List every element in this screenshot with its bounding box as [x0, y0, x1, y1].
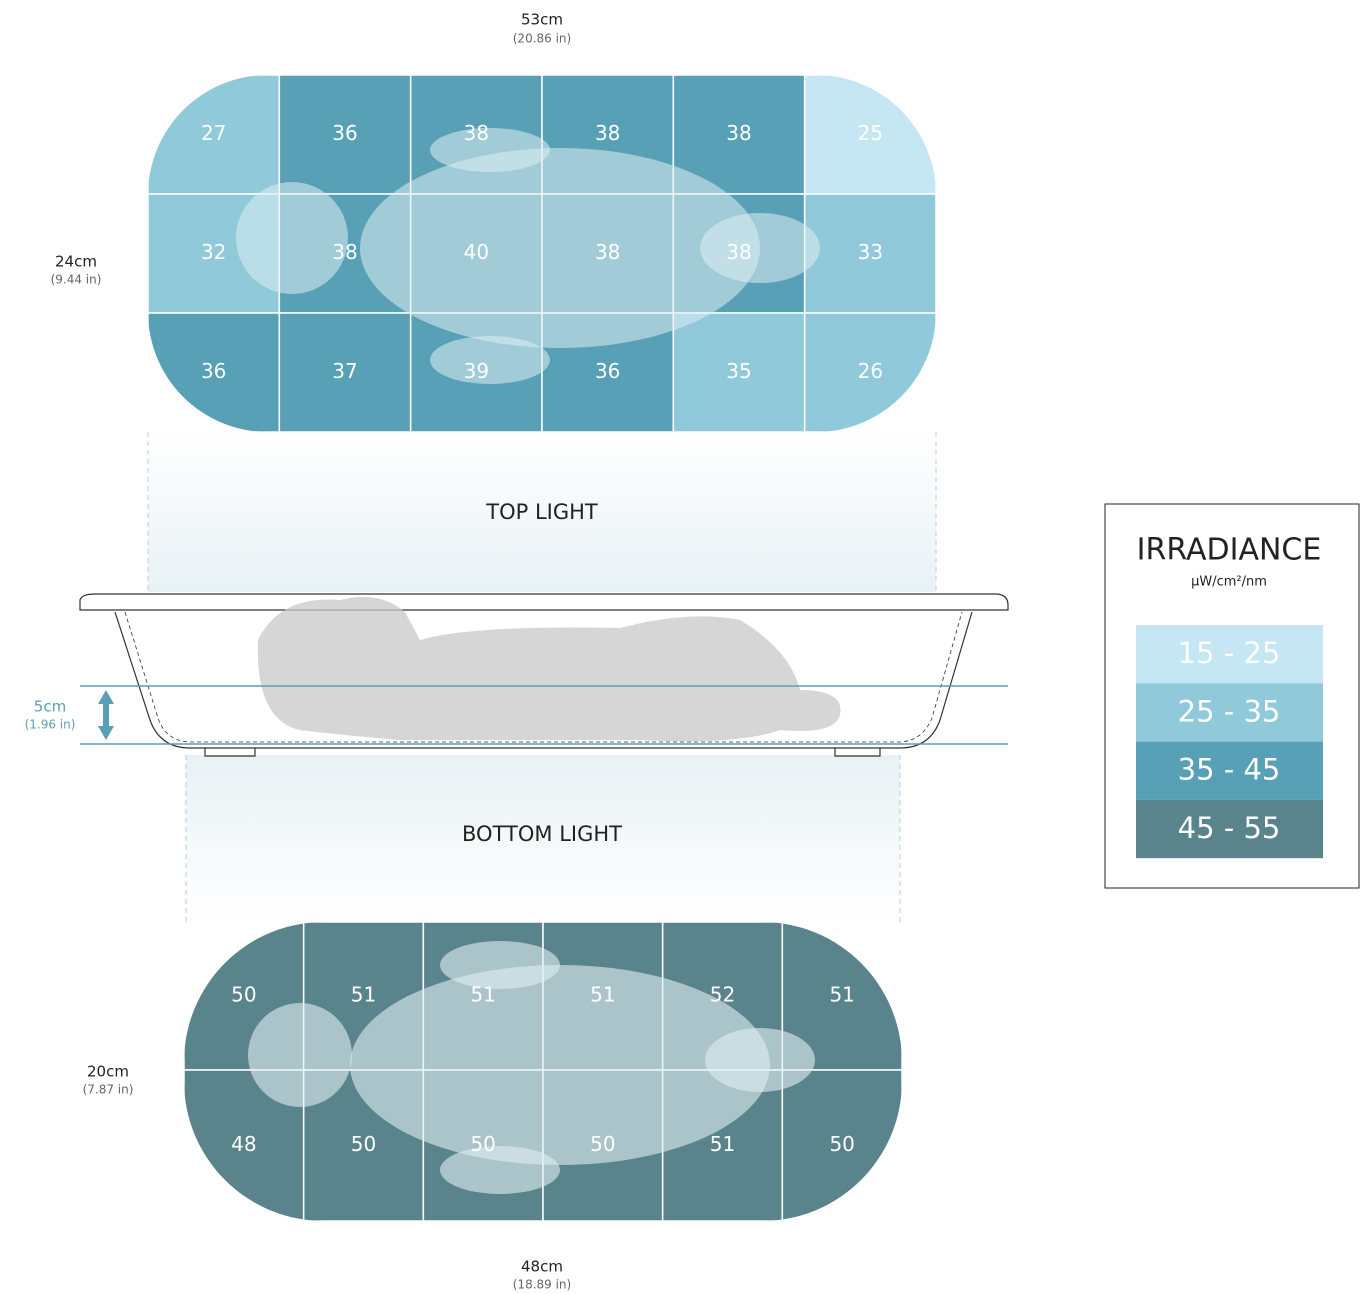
cell-value: 51 [470, 983, 495, 1007]
legend-label: 35 - 45 [1178, 753, 1281, 787]
legend-label: 25 - 35 [1178, 694, 1281, 728]
cell-value: 38 [726, 121, 751, 145]
legend-swatch [1136, 625, 1323, 684]
dimension: 24cm [55, 253, 97, 271]
dimension: 53cm [521, 11, 563, 29]
cell-value: 26 [858, 359, 883, 383]
dimension: 48cm [521, 1258, 563, 1276]
baby-silhouette [236, 128, 820, 384]
dimension-imperial: (20.86 in) [513, 32, 571, 46]
dimension-imperial: (7.87 in) [83, 1083, 134, 1097]
cell-value: 36 [595, 359, 620, 383]
cell-value: 50 [231, 983, 256, 1007]
baby-side [257, 596, 841, 742]
legend-label: 45 - 55 [1178, 811, 1281, 845]
light-beam [148, 432, 936, 592]
map-cell [803, 193, 936, 314]
legend-title: IRRADIANCE [1137, 533, 1322, 568]
light-beam [186, 755, 900, 922]
legend: 15 - 25 25 - 35 35 - 45 45 - 55 [1136, 625, 1323, 859]
cell-value: 51 [351, 983, 376, 1007]
legend-swatch [1136, 741, 1323, 800]
cell-value: 51 [710, 1132, 735, 1156]
section-label: BOTTOM LIGHT [462, 822, 622, 846]
cell-value: 36 [201, 359, 226, 383]
cell-value: 48 [231, 1132, 256, 1156]
cell-value: 50 [470, 1132, 495, 1156]
cell-value: 38 [595, 240, 620, 264]
cell-value: 52 [710, 983, 735, 1007]
depth-arrow [98, 690, 114, 740]
baby-silhouette [248, 941, 815, 1194]
cell-value: 27 [201, 121, 226, 145]
map-cell [672, 75, 806, 195]
cell-value: 25 [858, 121, 883, 145]
cell-value: 35 [726, 359, 751, 383]
cell-value: 50 [590, 1132, 615, 1156]
cell-value: 37 [332, 359, 357, 383]
cell-value: 50 [351, 1132, 376, 1156]
cell-value: 38 [595, 121, 620, 145]
cell-value: 38 [726, 240, 751, 264]
legend-unit: µW/cm²/nm [1191, 575, 1267, 590]
dimension-imperial: (1.96 in) [25, 718, 76, 732]
legend-swatch [1136, 799, 1323, 859]
cell-value: 51 [829, 983, 854, 1007]
cell-value: 51 [590, 983, 615, 1007]
legend-label: 15 - 25 [1178, 636, 1281, 670]
dimension: 20cm [87, 1063, 129, 1081]
cell-value: 33 [858, 240, 883, 264]
cell-value: 40 [464, 240, 489, 264]
map-cell [672, 312, 806, 432]
cell-value: 50 [829, 1132, 854, 1156]
cell-value: 38 [464, 121, 489, 145]
cell-value: 39 [464, 359, 489, 383]
dimension-imperial: (9.44 in) [51, 273, 102, 287]
dimension: 5cm [34, 698, 66, 716]
dimension-imperial: (18.89 in) [513, 1278, 571, 1292]
section-label: TOP LIGHT [485, 500, 598, 524]
map-cell [278, 312, 412, 432]
cell-value: 38 [332, 240, 357, 264]
legend-swatch [1136, 683, 1323, 742]
cell-value: 32 [201, 240, 226, 264]
cell-value: 36 [332, 121, 357, 145]
